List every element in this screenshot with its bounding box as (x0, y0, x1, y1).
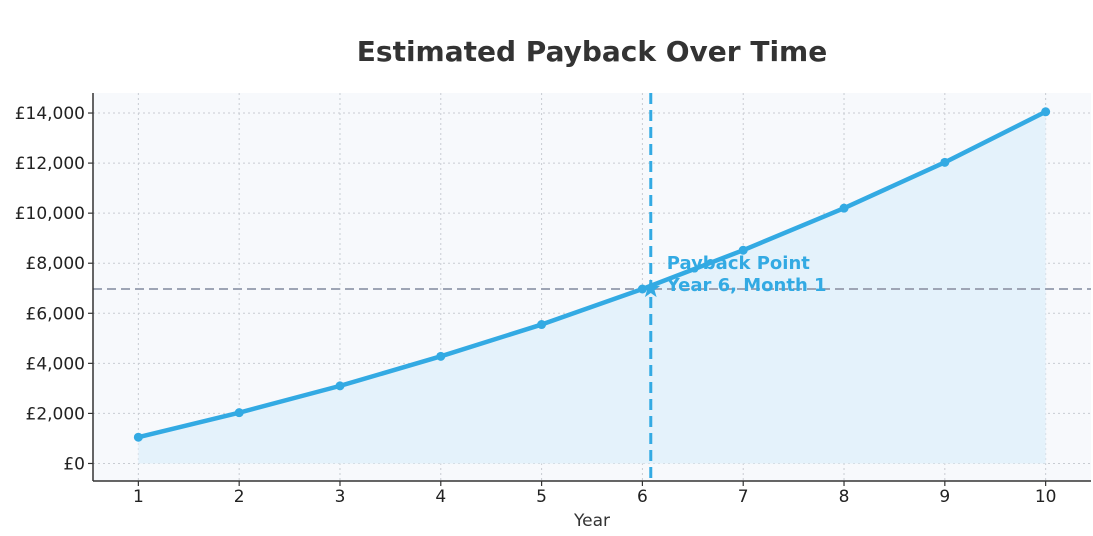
series-line (136, 109, 1048, 440)
x-tick-label: 7 (738, 487, 749, 507)
data-point (436, 351, 446, 361)
payback-annotation-line2: Year 6, Month 1 (666, 275, 827, 296)
series-area-fill (138, 111, 1046, 464)
data-point (1041, 107, 1051, 117)
data-point (940, 157, 950, 167)
data-point (234, 408, 244, 418)
y-tick-label: £12,000 (15, 154, 85, 174)
payback-annotation-line1: Payback Point (667, 253, 811, 274)
y-tick-label: £4,000 (26, 354, 85, 374)
x-tick-label: 8 (839, 487, 850, 507)
y-tick-label: £6,000 (26, 304, 85, 324)
data-point (738, 245, 748, 255)
y-tick-label: £0 (63, 454, 85, 474)
x-tick-label: 2 (234, 487, 245, 507)
data-point (133, 432, 143, 442)
data-point (537, 320, 547, 330)
x-tick-label: 10 (1035, 487, 1057, 507)
data-point (839, 203, 849, 213)
y-tick-label: £2,000 (26, 404, 85, 424)
x-tick-label: 5 (536, 487, 547, 507)
x-tick-label: 9 (939, 487, 950, 507)
y-tick-label: £8,000 (26, 254, 85, 274)
y-tick-label: £14,000 (15, 104, 85, 124)
y-tick-label: £10,000 (15, 204, 85, 224)
chart-title: Estimated Payback Over Time (357, 35, 827, 68)
x-tick-label: 1 (133, 487, 144, 507)
x-tick-label: 4 (435, 487, 446, 507)
x-tick-label: 3 (335, 487, 346, 507)
payback-star-marker (641, 279, 661, 298)
x-axis-label: Year (573, 511, 610, 531)
x-tick-label: 6 (637, 487, 648, 507)
data-point (335, 381, 345, 391)
